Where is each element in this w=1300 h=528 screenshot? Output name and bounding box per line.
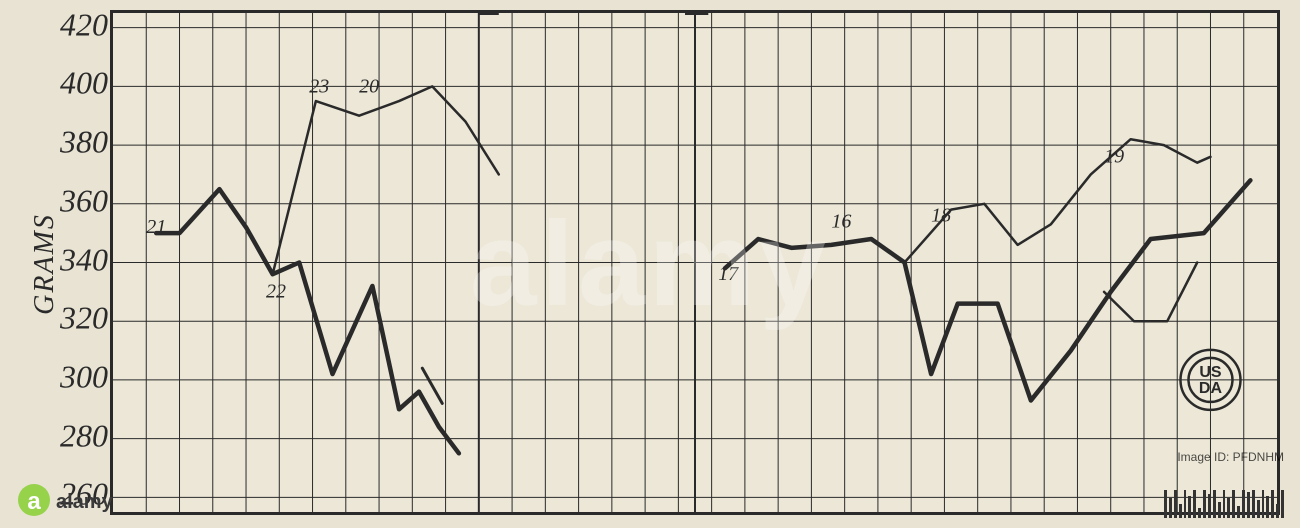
y-tick-label: 380 bbox=[60, 124, 108, 161]
series-label-19: 19 bbox=[1104, 146, 1124, 168]
y-tick-label: 400 bbox=[60, 65, 108, 102]
series-group bbox=[156, 86, 1250, 453]
usda-stamp: USDA bbox=[1180, 350, 1240, 410]
series-label-16: 16 bbox=[831, 210, 851, 232]
y-axis-title: GRAMS bbox=[29, 213, 61, 315]
y-tick-label: 340 bbox=[60, 241, 108, 278]
barcode-icon bbox=[1164, 490, 1284, 518]
y-tick-label: 320 bbox=[60, 300, 108, 337]
y-tick-label: 300 bbox=[60, 358, 108, 395]
svg-text:US: US bbox=[1199, 364, 1222, 381]
alamy-logo-letter: a bbox=[27, 488, 41, 515]
alamy-logo: a alamy bbox=[16, 482, 136, 518]
series-label-22: 22 bbox=[266, 281, 286, 303]
alamy-logo-word: alamy bbox=[56, 491, 114, 513]
chart-container: GRAMS 260280300320340360380400420 212223… bbox=[0, 0, 1300, 528]
series-label-18: 18 bbox=[931, 204, 951, 226]
y-tick-label: 360 bbox=[60, 182, 108, 219]
plot-area: 21 22 23 20 17 16 18 19 USDA bbox=[110, 10, 1280, 515]
series-label-17: 17 bbox=[718, 263, 739, 285]
series-label-20: 20 bbox=[359, 75, 379, 97]
y-tick-label: 280 bbox=[60, 417, 108, 454]
svg-text:DA: DA bbox=[1199, 380, 1223, 397]
series-label-21: 21 bbox=[146, 216, 166, 238]
plot-svg: 21 22 23 20 17 16 18 19 USDA bbox=[113, 13, 1277, 512]
series-label-23: 23 bbox=[309, 75, 329, 97]
grid bbox=[113, 13, 1277, 512]
watermark-id-prefix: Image ID: bbox=[1177, 450, 1232, 464]
watermark-image-id: Image ID: PFDNHM bbox=[1177, 450, 1284, 464]
watermark-id-value: PFDNHM bbox=[1233, 450, 1284, 464]
y-tick-label: 420 bbox=[60, 6, 108, 43]
